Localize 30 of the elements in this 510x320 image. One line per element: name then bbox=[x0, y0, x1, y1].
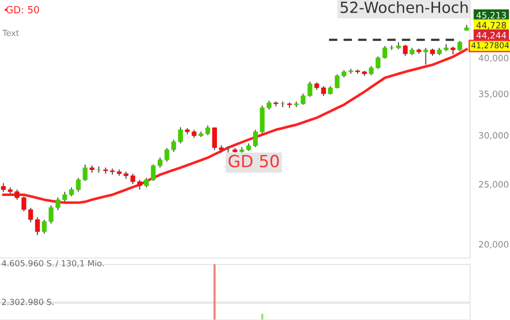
legend-label: GD: 50 bbox=[6, 6, 39, 14]
y-tick-label: 20,000 bbox=[478, 241, 508, 249]
y-tick-label: 30,000 bbox=[479, 132, 508, 140]
text: 41,27804 bbox=[471, 42, 509, 50]
candlestick bbox=[321, 86, 326, 97]
candlestick bbox=[178, 126, 183, 144]
y-tick-label: 4.605.960 S. bbox=[2, 260, 54, 266]
candlestick bbox=[423, 47, 428, 66]
text: 45,213 bbox=[476, 12, 506, 20]
y-tick-label: 25,000 bbox=[478, 181, 508, 189]
ref-line-label: 52-Wochen-Hoch bbox=[340, 1, 468, 14]
candlestick bbox=[14, 189, 20, 200]
candlestick bbox=[382, 45, 388, 60]
annotation: GD 50 bbox=[228, 154, 279, 168]
text: 44,244 bbox=[476, 32, 506, 40]
text: 44,728 bbox=[476, 22, 506, 30]
candlestick bbox=[348, 68, 354, 74]
y-tick-label: 35,000 bbox=[479, 90, 508, 98]
candlestick bbox=[368, 65, 374, 76]
candlestick bbox=[376, 56, 380, 70]
candlestick bbox=[35, 216, 40, 236]
candlestick bbox=[402, 44, 408, 56]
annotation: / 130,1 Mio. bbox=[55, 260, 104, 268]
candlestick bbox=[308, 81, 312, 98]
y-tick-label: 40,000 bbox=[478, 54, 508, 62]
candlestick bbox=[212, 126, 217, 150]
annotation: Text bbox=[2, 30, 20, 36]
candlestick bbox=[457, 40, 462, 52]
y-tick-label: 2.302.980 S. bbox=[2, 298, 54, 306]
candlestick bbox=[144, 177, 149, 188]
